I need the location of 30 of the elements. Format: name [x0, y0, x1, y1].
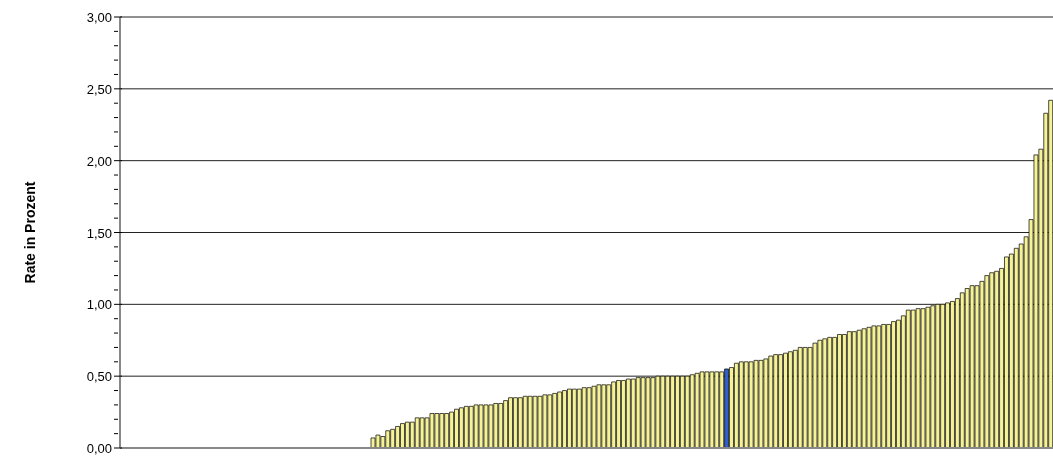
bar — [748, 361, 754, 448]
bar — [1013, 247, 1019, 448]
bar — [905, 309, 911, 448]
bar — [576, 388, 582, 448]
bar — [630, 378, 636, 448]
y-tick-label: 0,50 — [86, 369, 112, 385]
y-tick-label: 3,00 — [86, 10, 112, 25]
bar — [694, 372, 700, 448]
bar — [684, 375, 690, 448]
bar — [915, 308, 921, 448]
bar — [969, 285, 975, 448]
bar — [409, 421, 415, 448]
bar — [473, 404, 479, 448]
bar — [522, 395, 528, 448]
y-tick-label: 1,00 — [86, 297, 112, 313]
bar — [851, 331, 857, 448]
y-axis-title: Rate in Prozent — [21, 181, 38, 284]
y-tick-label: 2,50 — [86, 81, 112, 97]
bar — [463, 405, 469, 448]
bar — [586, 387, 592, 448]
bar — [640, 377, 646, 448]
y-tick-label: 1,50 — [86, 225, 112, 241]
bar — [861, 328, 867, 448]
bar — [532, 395, 538, 448]
bar — [959, 292, 965, 448]
bar — [797, 347, 803, 448]
bar — [419, 417, 425, 448]
y-tick-label: 2,00 — [86, 153, 112, 169]
y-tick-label: 0,00 — [86, 441, 112, 456]
bar — [738, 361, 744, 448]
